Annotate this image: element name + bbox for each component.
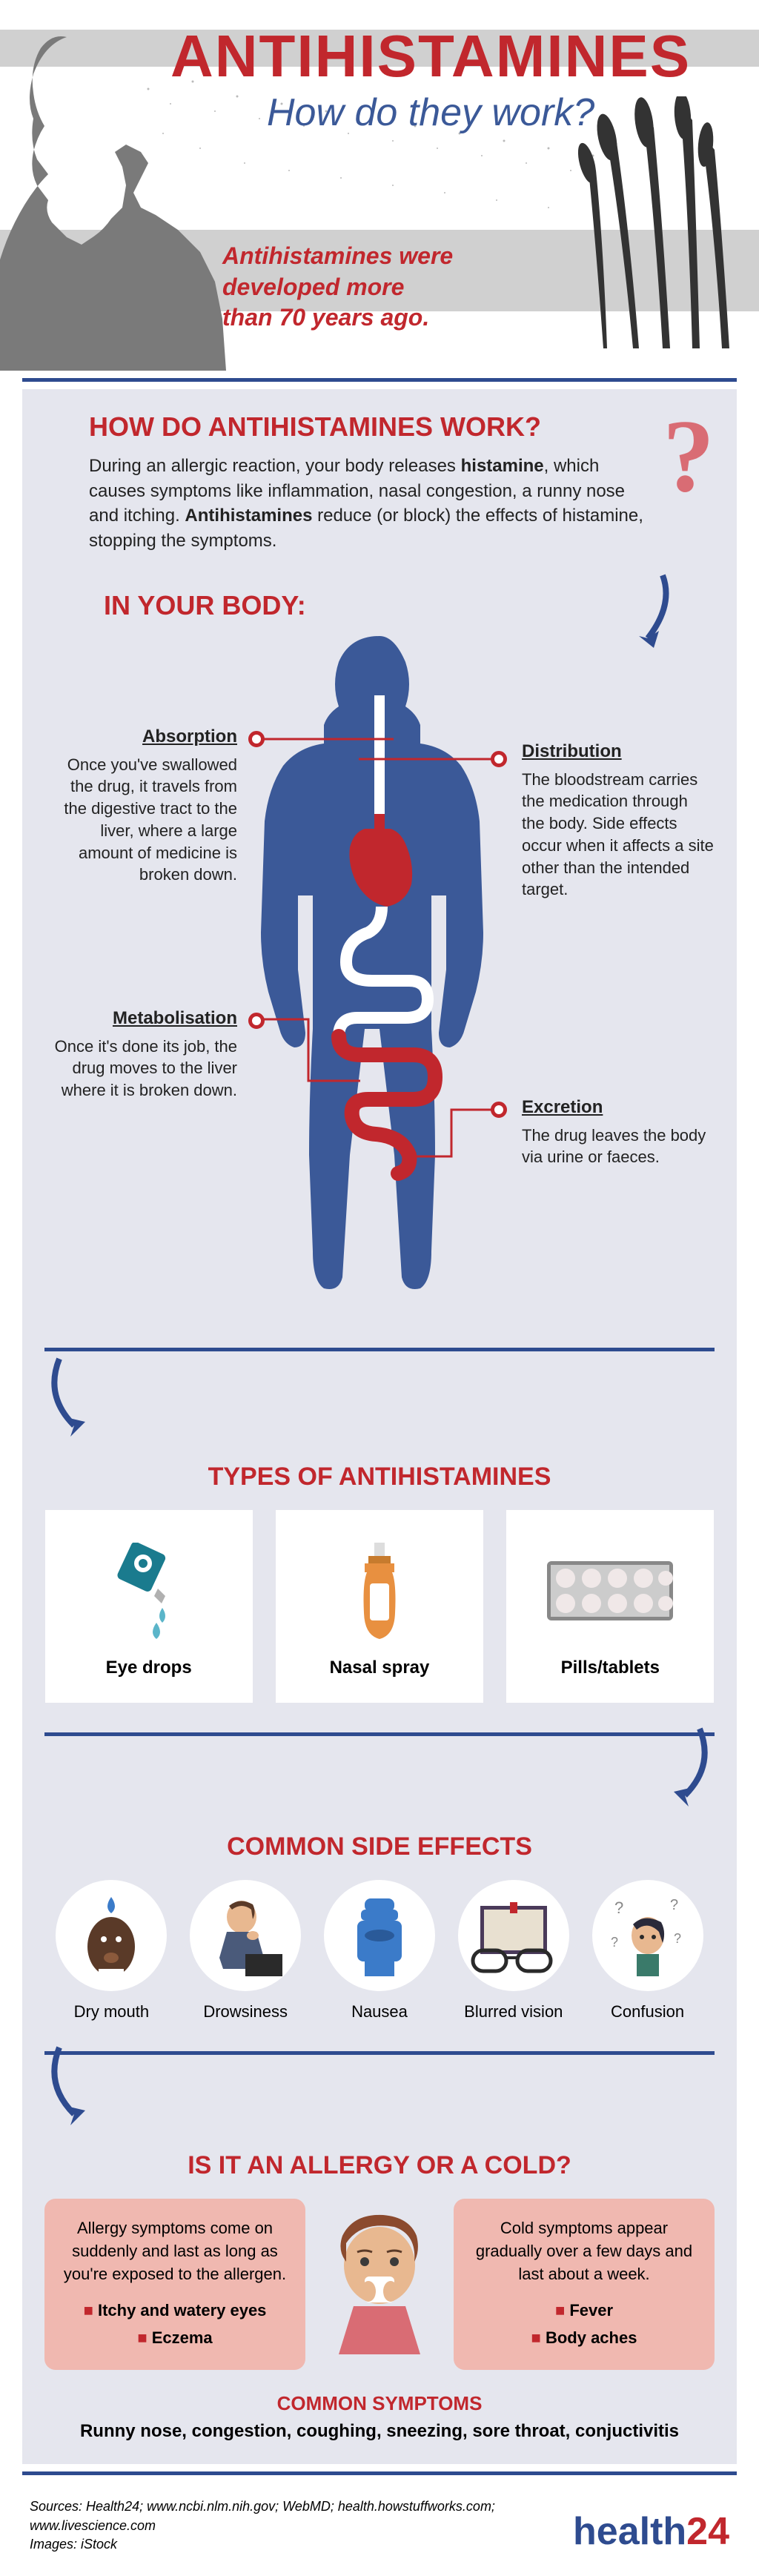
- arrow-icon: [648, 1721, 722, 1810]
- divider: [44, 1732, 715, 1736]
- connector-line: [407, 1108, 492, 1160]
- arrow-connector: [22, 2077, 737, 2129]
- drowsiness-icon: [190, 1880, 301, 1991]
- work-text: During an allergic reaction, your body r…: [89, 454, 645, 553]
- common-text: Runny nose, congestion, coughing, sneezi…: [44, 2421, 715, 2442]
- confusion-icon: ????: [592, 1880, 703, 1991]
- arrow-connector: [22, 1388, 737, 1440]
- svg-text:?: ?: [670, 1897, 678, 1913]
- divider: [44, 2051, 715, 2055]
- main-title: ANTIHISTAMINES: [170, 22, 737, 90]
- allergy-heading: IS IT AN ALLERGY OR A COLD?: [44, 2151, 715, 2180]
- effect-drowsiness: Drowsiness: [182, 1880, 308, 2022]
- allergy-section: IS IT AN ALLERGY OR A COLD? Allergy symp…: [22, 2129, 737, 2464]
- svg-text:?: ?: [611, 1935, 618, 1950]
- allergy-box-right: Cold symptoms appear gradually over a fe…: [454, 2199, 715, 2370]
- blurredvision-icon: [458, 1880, 569, 1991]
- effect-confusion: ???? Confusion: [585, 1880, 711, 2022]
- nasalspray-icon: [354, 1535, 405, 1646]
- subtitle: How do they work?: [267, 90, 737, 135]
- label-excretion: Excretion The drug leaves the body via u…: [522, 1096, 715, 1168]
- effects-row: Dry mouth Drowsiness Nausea Blurred visi…: [44, 1880, 715, 2022]
- health24-logo: health24: [573, 2509, 729, 2554]
- label-absorption: Absorption Once you've swallowed the dru…: [44, 725, 237, 886]
- type-label: Pills/tablets: [561, 1658, 660, 1678]
- divider: [22, 2471, 737, 2475]
- sick-person-icon: [316, 2199, 443, 2369]
- type-card-nasalspray: Nasal spray: [276, 1510, 483, 1703]
- divider: [22, 378, 737, 382]
- allergy-row: Allergy symptoms come on suddenly and la…: [44, 2199, 715, 2370]
- types-heading: TYPES OF ANTIHISTAMINES: [44, 1463, 715, 1491]
- common-heading: COMMON SYMPTOMS: [44, 2392, 715, 2415]
- drymouth-icon: [56, 1880, 167, 1991]
- effect-label: Blurred vision: [451, 2002, 577, 2022]
- label-metabolisation: Metabolisation Once it's done its job, t…: [44, 1007, 237, 1101]
- effects-section: COMMON SIDE EFFECTS Dry mouth Drowsiness…: [22, 1810, 737, 2077]
- tagline: Antihistamines were developed more than …: [222, 241, 453, 334]
- pills-icon: [543, 1535, 677, 1646]
- infographic-root: ANTIHISTAMINES How do they work? Antihis…: [0, 0, 759, 2576]
- type-label: Eye drops: [106, 1658, 192, 1678]
- effect-label: Confusion: [585, 2002, 711, 2022]
- symptom-list: Itchy and watery eyes Eczema: [63, 2297, 287, 2352]
- svg-text:?: ?: [614, 1898, 623, 1917]
- effect-blurredvision: Blurred vision: [451, 1880, 577, 2022]
- how-work-section: ? HOW DO ANTIHISTAMINES WORK? During an …: [22, 389, 737, 575]
- hero-title-block: ANTIHISTAMINES How do they work?: [170, 22, 737, 135]
- question-mark-icon: ?: [663, 397, 715, 516]
- effect-nausea: Nausea: [316, 1880, 443, 2022]
- eyedrops-icon: [112, 1535, 186, 1646]
- sources-text: Sources: Health24; www.ncbi.nlm.nih.gov;…: [30, 2497, 573, 2554]
- footer: Sources: Health24; www.ncbi.nlm.nih.gov;…: [0, 2483, 759, 2576]
- connector-line: [264, 738, 394, 741]
- allergy-box-left: Allergy symptoms come on suddenly and la…: [44, 2199, 305, 2370]
- effects-heading: COMMON SIDE EFFECTS: [44, 1832, 715, 1861]
- types-row: Eye drops Nasal spray Pills/tablets: [44, 1510, 715, 1703]
- effect-label: Nausea: [316, 2002, 443, 2022]
- connector-line: [264, 1018, 360, 1085]
- divider: [44, 1348, 715, 1351]
- arrow-icon: [37, 1351, 111, 1440]
- label-distribution: Distribution The bloodstream carries the…: [522, 740, 715, 901]
- nausea-icon: [324, 1880, 435, 1991]
- symptom-list: Fever Body aches: [472, 2297, 696, 2352]
- work-heading: HOW DO ANTIHISTAMINES WORK?: [89, 411, 707, 443]
- type-card-pills: Pills/tablets: [506, 1510, 714, 1703]
- connector-line: [359, 758, 492, 761]
- svg-text:?: ?: [674, 1931, 681, 1946]
- types-section: TYPES OF ANTIHISTAMINES Eye drops Nasal …: [22, 1440, 737, 1758]
- arrow-connector: [22, 1758, 737, 1810]
- arrow-icon: [37, 2040, 111, 2129]
- human-body-icon: [220, 636, 539, 1303]
- effect-label: Drowsiness: [182, 2002, 308, 2022]
- effect-label: Dry mouth: [48, 2002, 174, 2022]
- hero-section: ANTIHISTAMINES How do they work? Antihis…: [0, 0, 759, 371]
- type-label: Nasal spray: [330, 1658, 430, 1678]
- effect-drymouth: Dry mouth: [48, 1880, 174, 2022]
- type-card-eyedrops: Eye drops: [45, 1510, 253, 1703]
- body-diagram: Absorption Once you've swallowed the dru…: [44, 636, 715, 1340]
- body-section: IN YOUR BODY: Absorption Once you've swa…: [22, 575, 737, 1388]
